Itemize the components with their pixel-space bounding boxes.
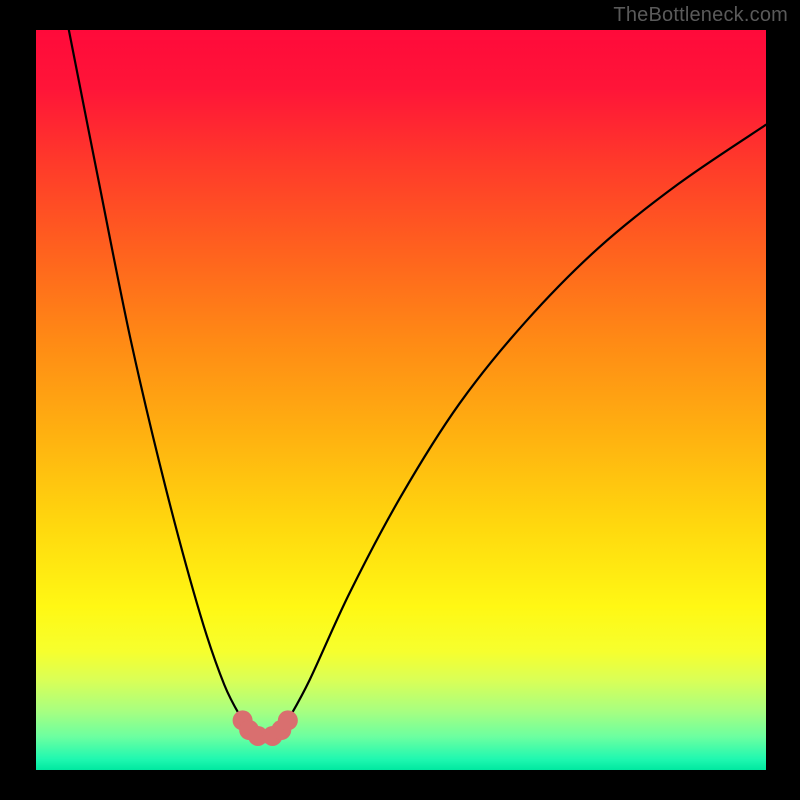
plot-area [36,30,766,770]
gradient-background [36,30,766,770]
watermark-text: TheBottleneck.com [613,4,788,27]
bottleneck-chart [36,30,766,770]
marker-dot [278,710,298,730]
chart-container: TheBottleneck.com [0,0,800,800]
